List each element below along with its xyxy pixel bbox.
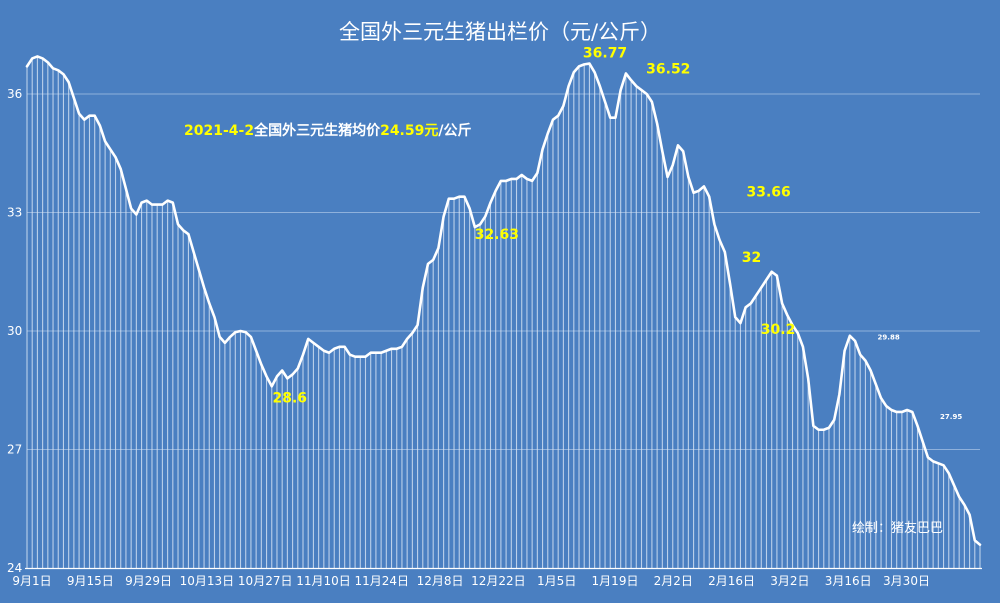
data-label: 27.95 xyxy=(940,413,962,421)
subtitle-part: 2021-4-2 xyxy=(184,123,254,139)
y-tick-label: 30 xyxy=(7,324,22,338)
data-label: 32 xyxy=(742,250,761,266)
data-label: 36.52 xyxy=(646,61,690,77)
x-tick-label: 3月30日 xyxy=(883,574,930,588)
subtitle: 2021-4-2全国外三元生猪均价24.59元/公斤 xyxy=(184,122,472,139)
data-label: 29.88 xyxy=(878,334,900,342)
x-tick-label: 9月15日 xyxy=(67,574,114,588)
y-tick-label: 33 xyxy=(7,206,22,220)
credit: 绘制：猪友巴巴 xyxy=(852,520,943,536)
y-tick-label: 36 xyxy=(7,87,22,101)
x-tick-label: 9月29日 xyxy=(125,574,172,588)
y-tick-label: 24 xyxy=(7,561,22,575)
x-tick-label: 1月5日 xyxy=(537,574,576,588)
data-label: 33.66 xyxy=(746,184,790,200)
x-tick-label: 2月2日 xyxy=(654,574,693,588)
subtitle-part: 24.59元 xyxy=(380,123,438,139)
axes: 24 27 30 33 36 9月1日 9月15日 9月29日 10月13日 10月27日 11月1… xyxy=(7,87,982,588)
x-tick-label: 9月1日 xyxy=(12,574,51,588)
chart-title: 全国外三元生猪出栏价（元/公斤） xyxy=(339,20,661,44)
subtitle-part: 全国外三元生猪均价 xyxy=(253,122,381,139)
data-label: 32.63 xyxy=(475,227,519,243)
subtitle-part: /公斤 xyxy=(438,122,471,139)
price-line xyxy=(25,55,982,546)
x-tick-label: 3月2日 xyxy=(770,574,809,588)
x-tick-label: 10月13日 xyxy=(180,574,235,588)
x-tick-label: 1月19日 xyxy=(592,574,639,588)
x-tick-label: 2月16日 xyxy=(708,574,755,588)
x-tick-label: 12月22日 xyxy=(471,574,526,588)
x-tick-label: 11月24日 xyxy=(355,574,410,588)
data-label: 28.6 xyxy=(272,390,307,406)
annotations: 36.77 36.52 32.63 28.6 33.66 32 30.2 29.88 27.95 xyxy=(272,46,962,421)
data-label: 30.2 xyxy=(761,322,796,338)
x-tick-label: 11月10日 xyxy=(296,574,351,588)
data-label: 36.77 xyxy=(583,46,627,62)
x-tick-label: 3月16日 xyxy=(825,574,872,588)
y-tick-label: 27 xyxy=(7,443,22,457)
grid xyxy=(27,93,980,450)
x-tick-label: 12月8日 xyxy=(417,574,464,588)
x-tick-label: 10月27日 xyxy=(238,574,293,588)
area-fill-stripes xyxy=(26,56,981,568)
